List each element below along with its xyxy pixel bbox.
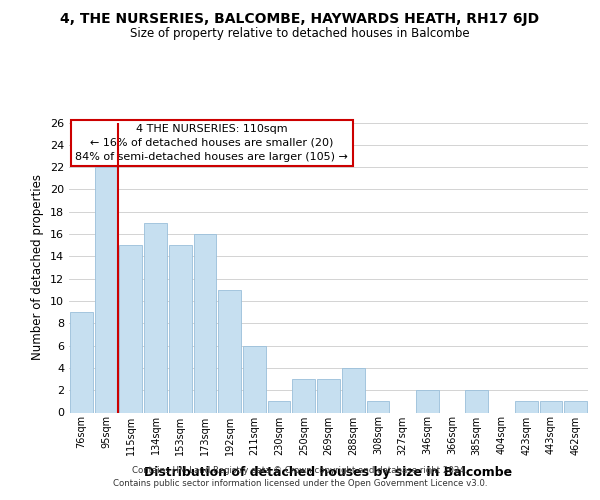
Bar xyxy=(218,290,241,412)
Bar xyxy=(95,167,118,412)
Text: Size of property relative to detached houses in Balcombe: Size of property relative to detached ho… xyxy=(130,28,470,40)
Bar xyxy=(564,402,587,412)
Text: Contains HM Land Registry data © Crown copyright and database right 2024.
Contai: Contains HM Land Registry data © Crown c… xyxy=(113,466,487,487)
Bar xyxy=(317,379,340,412)
Bar xyxy=(416,390,439,412)
Bar xyxy=(342,368,365,412)
Y-axis label: Number of detached properties: Number of detached properties xyxy=(31,174,44,360)
Bar xyxy=(466,390,488,412)
Bar xyxy=(292,379,315,412)
Bar xyxy=(243,346,266,412)
Bar xyxy=(119,245,142,412)
Bar xyxy=(194,234,216,412)
Bar xyxy=(70,312,93,412)
Text: 4, THE NURSERIES, BALCOMBE, HAYWARDS HEATH, RH17 6JD: 4, THE NURSERIES, BALCOMBE, HAYWARDS HEA… xyxy=(61,12,539,26)
Bar xyxy=(367,402,389,412)
Bar xyxy=(268,402,290,412)
Bar xyxy=(144,223,167,412)
Bar xyxy=(515,402,538,412)
Text: 4 THE NURSERIES: 110sqm
← 16% of detached houses are smaller (20)
84% of semi-de: 4 THE NURSERIES: 110sqm ← 16% of detache… xyxy=(75,124,348,162)
Bar xyxy=(539,402,562,412)
Bar xyxy=(169,245,191,412)
X-axis label: Distribution of detached houses by size in Balcombe: Distribution of detached houses by size … xyxy=(145,466,512,479)
